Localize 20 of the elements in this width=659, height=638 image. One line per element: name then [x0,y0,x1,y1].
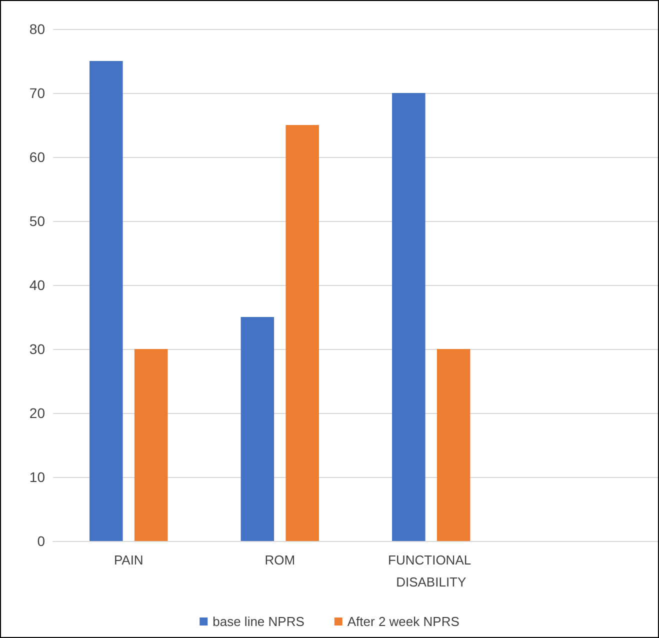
bar [90,61,123,541]
x-tick-label: FUNCTIONAL DISABILITY [388,552,474,590]
y-tick-label: 70 [29,85,46,101]
y-tick-label: 50 [29,213,46,229]
bar [134,349,168,541]
y-tick-label: 10 [29,469,46,485]
bar [436,349,470,541]
y-tick-label: 0 [37,533,46,549]
y-tick-label: 40 [29,277,46,293]
y-tick-label: 60 [29,149,46,165]
bar [286,125,319,541]
bar [240,317,274,541]
bar [392,93,426,541]
y-tick-label: 20 [29,405,46,421]
x-tick-label: ROM [264,552,296,568]
y-tick-label: 30 [29,341,46,357]
legend-label: After 2 week NPRS [347,614,460,629]
x-tick-label: PAIN [114,552,144,568]
legend-label: base line NPRS [212,614,305,629]
y-tick-label: 80 [29,21,46,37]
